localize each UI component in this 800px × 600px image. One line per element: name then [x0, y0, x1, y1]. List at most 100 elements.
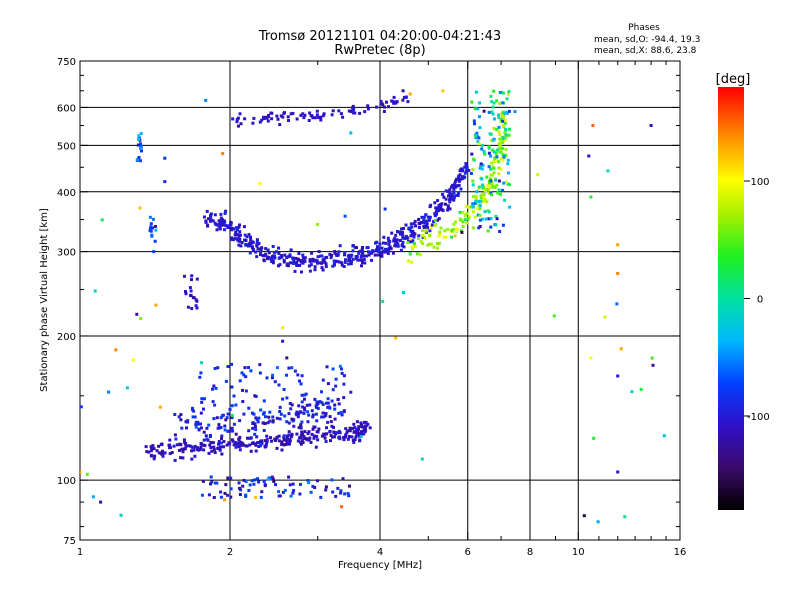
data-point	[178, 448, 181, 452]
data-point	[202, 438, 206, 442]
data-point	[255, 255, 259, 259]
x-tick-labels: 1 2 4 6 8 10 16	[77, 547, 687, 558]
data-point	[283, 488, 287, 492]
data-point	[292, 260, 296, 263]
data-point	[301, 441, 305, 444]
data-point	[204, 220, 208, 224]
data-point	[228, 442, 232, 446]
data-point	[349, 390, 353, 394]
data-point	[343, 260, 347, 264]
data-point	[409, 240, 413, 244]
data-point	[400, 232, 404, 236]
data-point	[229, 236, 233, 240]
data-point	[170, 451, 174, 454]
data-point	[149, 454, 153, 458]
data-point	[392, 239, 396, 243]
data-point	[467, 215, 471, 219]
data-point	[277, 246, 281, 250]
data-point	[212, 445, 216, 449]
data-point	[552, 314, 556, 318]
data-point	[301, 256, 305, 260]
data-point	[321, 403, 325, 406]
data-point	[317, 261, 321, 265]
data-point	[333, 263, 336, 267]
data-point	[408, 92, 412, 96]
data-point	[285, 356, 289, 360]
data-point	[180, 447, 184, 451]
data-point	[426, 215, 430, 219]
data-point	[367, 253, 371, 257]
data-point	[366, 422, 370, 426]
data-point	[338, 364, 342, 368]
data-point	[177, 415, 181, 419]
data-point	[280, 255, 284, 259]
data-point	[314, 405, 318, 409]
data-point	[239, 244, 243, 248]
data-point	[189, 294, 193, 298]
data-point	[385, 100, 388, 104]
data-point	[437, 241, 441, 245]
data-point	[316, 223, 319, 226]
data-point	[309, 114, 313, 118]
data-point	[241, 484, 245, 488]
data-point	[465, 221, 469, 225]
data-point	[478, 204, 482, 208]
data-point	[394, 233, 398, 237]
data-point	[498, 101, 502, 105]
data-point	[448, 200, 452, 204]
data-point	[361, 261, 364, 265]
data-point	[402, 227, 405, 230]
data-point	[481, 186, 485, 190]
data-point	[359, 421, 363, 425]
data-point	[307, 119, 311, 122]
data-point	[229, 223, 233, 227]
data-point	[498, 230, 502, 233]
data-point	[153, 225, 157, 228]
data-point	[307, 430, 311, 434]
data-point	[257, 247, 261, 251]
data-point	[208, 443, 212, 447]
data-point	[307, 413, 311, 417]
data-point	[221, 152, 225, 156]
data-point	[365, 246, 369, 250]
data-point	[342, 409, 346, 413]
data-point	[291, 491, 295, 495]
data-point	[474, 136, 478, 140]
data-point	[346, 429, 350, 433]
data-point	[181, 450, 185, 454]
data-point	[409, 222, 413, 226]
data-point	[302, 411, 306, 415]
data-point	[295, 117, 299, 121]
data-point	[226, 476, 230, 480]
data-point	[320, 434, 324, 438]
data-point	[224, 224, 228, 228]
data-point	[231, 117, 235, 121]
data-point	[322, 258, 326, 262]
data-point	[219, 445, 222, 449]
data-point	[324, 488, 328, 492]
data-point	[312, 434, 316, 438]
data-point	[331, 435, 334, 439]
data-point	[362, 432, 366, 436]
data-point	[191, 406, 194, 410]
data-point	[321, 411, 325, 415]
data-point	[603, 315, 607, 319]
data-point	[226, 224, 230, 228]
data-point	[295, 410, 299, 414]
data-point	[267, 251, 271, 255]
data-point	[377, 250, 381, 253]
data-point	[477, 136, 481, 140]
data-point	[433, 224, 437, 228]
data-point	[262, 479, 266, 483]
data-point	[616, 374, 620, 378]
data-point	[254, 496, 257, 499]
data-point	[149, 445, 153, 449]
data-point	[266, 257, 269, 261]
data-point	[213, 213, 217, 217]
data-point	[501, 123, 505, 127]
data-point	[259, 248, 263, 252]
data-point	[412, 235, 416, 239]
data-point	[243, 233, 247, 237]
data-point	[351, 104, 355, 108]
data-point	[212, 384, 216, 388]
